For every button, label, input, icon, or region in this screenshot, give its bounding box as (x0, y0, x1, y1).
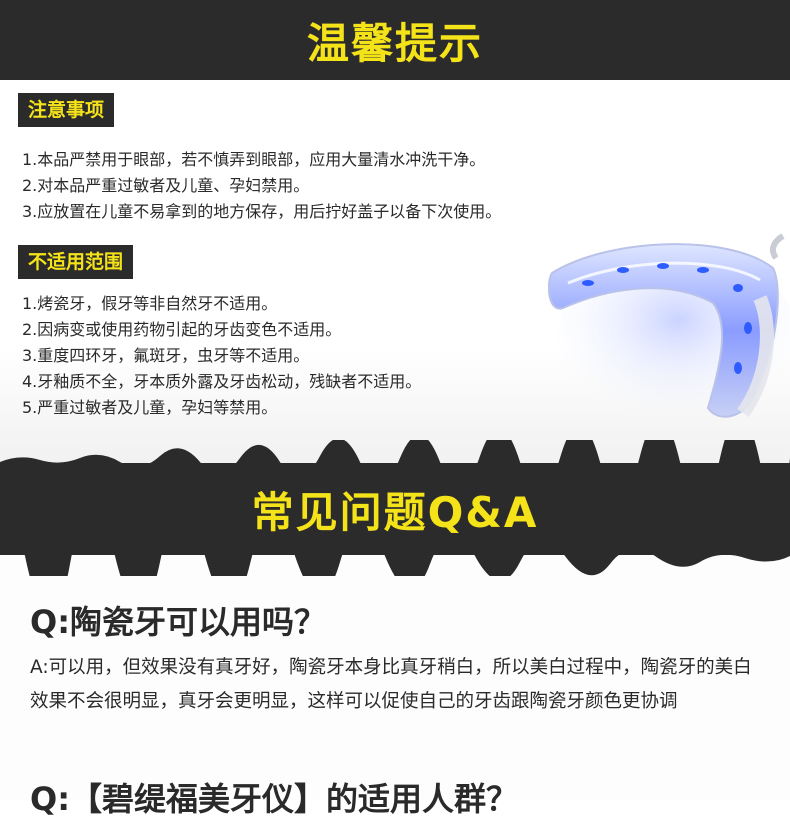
list-item: 3.应放置在儿童不易拿到的地方保存，用后拧好盖子以备下次使用。 (22, 202, 502, 221)
precautions-tag: 注意事项 (18, 93, 115, 127)
wave-divider-bottom (0, 536, 790, 576)
list-item: 3.重度四环牙，氟斑牙，虫牙等不适用。 (22, 346, 310, 365)
list-item: 1.本品严禁用于眼部，若不慎弄到眼部，应用大量清水冲洗干净。 (22, 150, 486, 169)
led-teeth-whitening-tray-image (548, 233, 790, 428)
faq-question-2: Q:【碧缇福美牙仪】的适用人群？ (30, 780, 519, 818)
list-item: 5.严重过敏者及儿童，孕妇等禁用。 (22, 398, 278, 417)
header-title: 温馨提示 (306, 18, 483, 68)
faq-background (0, 555, 790, 800)
list-item: 4.牙釉质不全，牙本质外露及牙齿松动，残缺者不适用。 (22, 372, 422, 391)
list-item: 2.因病变或使用药物引起的牙齿变色不适用。 (22, 320, 342, 339)
unsuitable-tag: 不适用范围 (18, 245, 134, 279)
wave-divider-top (0, 440, 790, 470)
list-item: 1.烤瓷牙，假牙等非自然牙不适用。 (22, 294, 278, 313)
faq-title: 常见问题Q&A (251, 487, 539, 537)
precautions-list: 1.本品严禁用于眼部，若不慎弄到眼部，应用大量清水冲洗干净。 2.对本品严重过敏… (22, 147, 501, 225)
header-banner: 温馨提示 (0, 0, 790, 80)
faq-answer-1: A:可以用，但效果没有真牙好，陶瓷牙本身比真牙稍白，所以美白过程中，陶瓷牙的美白… (30, 657, 752, 712)
faq-question-1: Q:陶瓷牙可以用吗？ (30, 603, 327, 641)
unsuitable-list: 1.烤瓷牙，假牙等非自然牙不适用。 2.因病变或使用药物引起的牙齿变色不适用。 … (22, 291, 421, 421)
list-item: 2.对本品严重过敏者及儿童、孕妇禁用。 (22, 176, 310, 195)
